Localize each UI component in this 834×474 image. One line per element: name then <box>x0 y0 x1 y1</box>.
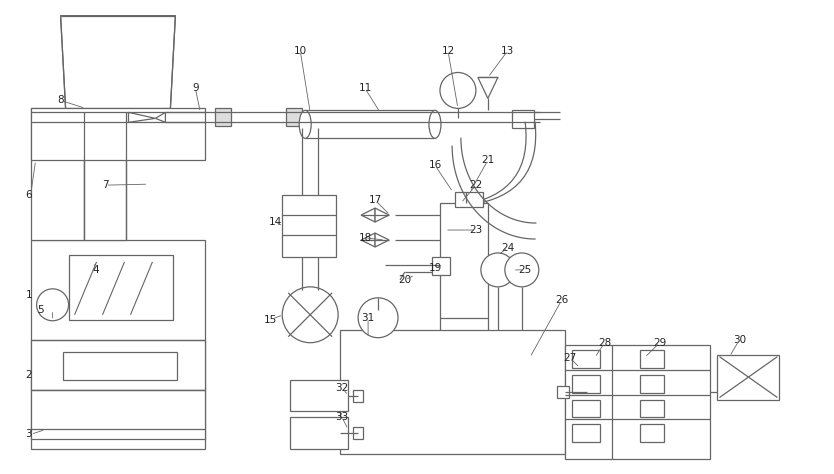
Bar <box>282 195 336 257</box>
Text: 3: 3 <box>25 429 32 439</box>
Text: 10: 10 <box>294 46 307 55</box>
Circle shape <box>505 253 539 287</box>
Text: 16: 16 <box>429 160 441 170</box>
Bar <box>290 380 348 411</box>
Bar <box>353 428 363 439</box>
Text: 4: 4 <box>93 265 99 275</box>
Text: 8: 8 <box>58 95 64 105</box>
FancyArrowPatch shape <box>463 122 526 205</box>
Bar <box>340 330 565 455</box>
Bar <box>353 390 363 401</box>
Text: 11: 11 <box>359 83 372 93</box>
Bar <box>565 345 710 459</box>
Text: 30: 30 <box>733 335 746 345</box>
Text: 7: 7 <box>103 180 108 190</box>
Text: 13: 13 <box>501 46 515 55</box>
Polygon shape <box>375 208 389 222</box>
Text: 25: 25 <box>518 265 531 275</box>
Text: 14: 14 <box>269 217 282 227</box>
Text: 32: 32 <box>335 383 349 392</box>
Bar <box>512 110 534 128</box>
Text: 27: 27 <box>563 353 576 363</box>
Text: 15: 15 <box>264 315 277 325</box>
Polygon shape <box>128 112 155 122</box>
Text: 22: 22 <box>470 180 483 190</box>
Bar <box>572 350 600 368</box>
Polygon shape <box>361 233 375 247</box>
Bar <box>717 355 780 400</box>
Bar <box>640 424 664 442</box>
Text: 31: 31 <box>361 313 374 323</box>
Bar <box>63 352 178 380</box>
Bar <box>31 109 83 240</box>
Text: 2: 2 <box>25 370 32 380</box>
Text: 33: 33 <box>335 412 349 422</box>
Text: 24: 24 <box>501 243 515 253</box>
Circle shape <box>37 289 68 321</box>
Bar <box>640 400 664 418</box>
Bar <box>640 350 664 368</box>
Ellipse shape <box>429 110 441 138</box>
Polygon shape <box>61 16 175 109</box>
Bar <box>68 255 173 320</box>
Bar <box>215 109 231 127</box>
Polygon shape <box>478 77 498 99</box>
Bar <box>432 257 450 275</box>
Bar <box>572 424 600 442</box>
Text: 29: 29 <box>653 337 666 348</box>
Text: 1: 1 <box>25 290 32 300</box>
Text: 5: 5 <box>38 305 44 315</box>
Circle shape <box>282 287 338 343</box>
Bar <box>640 374 664 392</box>
Text: 17: 17 <box>369 195 382 205</box>
Text: 23: 23 <box>470 225 483 235</box>
Bar <box>31 340 205 390</box>
Bar <box>286 109 302 127</box>
Text: 20: 20 <box>399 275 412 285</box>
Text: 18: 18 <box>359 233 372 243</box>
Bar <box>290 418 348 449</box>
Polygon shape <box>361 208 375 222</box>
Text: 6: 6 <box>25 190 32 200</box>
Ellipse shape <box>299 110 311 138</box>
Bar <box>83 109 127 240</box>
Polygon shape <box>155 112 165 122</box>
Circle shape <box>481 253 515 287</box>
Bar <box>455 192 483 207</box>
Text: 12: 12 <box>441 46 455 55</box>
Text: 26: 26 <box>555 295 569 305</box>
Bar <box>31 240 205 449</box>
Circle shape <box>440 73 476 109</box>
Bar <box>305 110 435 138</box>
FancyArrowPatch shape <box>470 122 535 205</box>
Bar <box>31 109 205 160</box>
Bar <box>572 400 600 418</box>
Polygon shape <box>375 233 389 247</box>
Text: 21: 21 <box>481 155 495 165</box>
Text: 19: 19 <box>429 263 441 273</box>
Bar <box>31 390 205 439</box>
Bar <box>557 385 569 398</box>
Bar <box>440 203 488 318</box>
Text: 28: 28 <box>598 337 611 348</box>
Bar <box>572 374 600 392</box>
Text: 9: 9 <box>192 83 198 93</box>
Circle shape <box>358 298 398 337</box>
